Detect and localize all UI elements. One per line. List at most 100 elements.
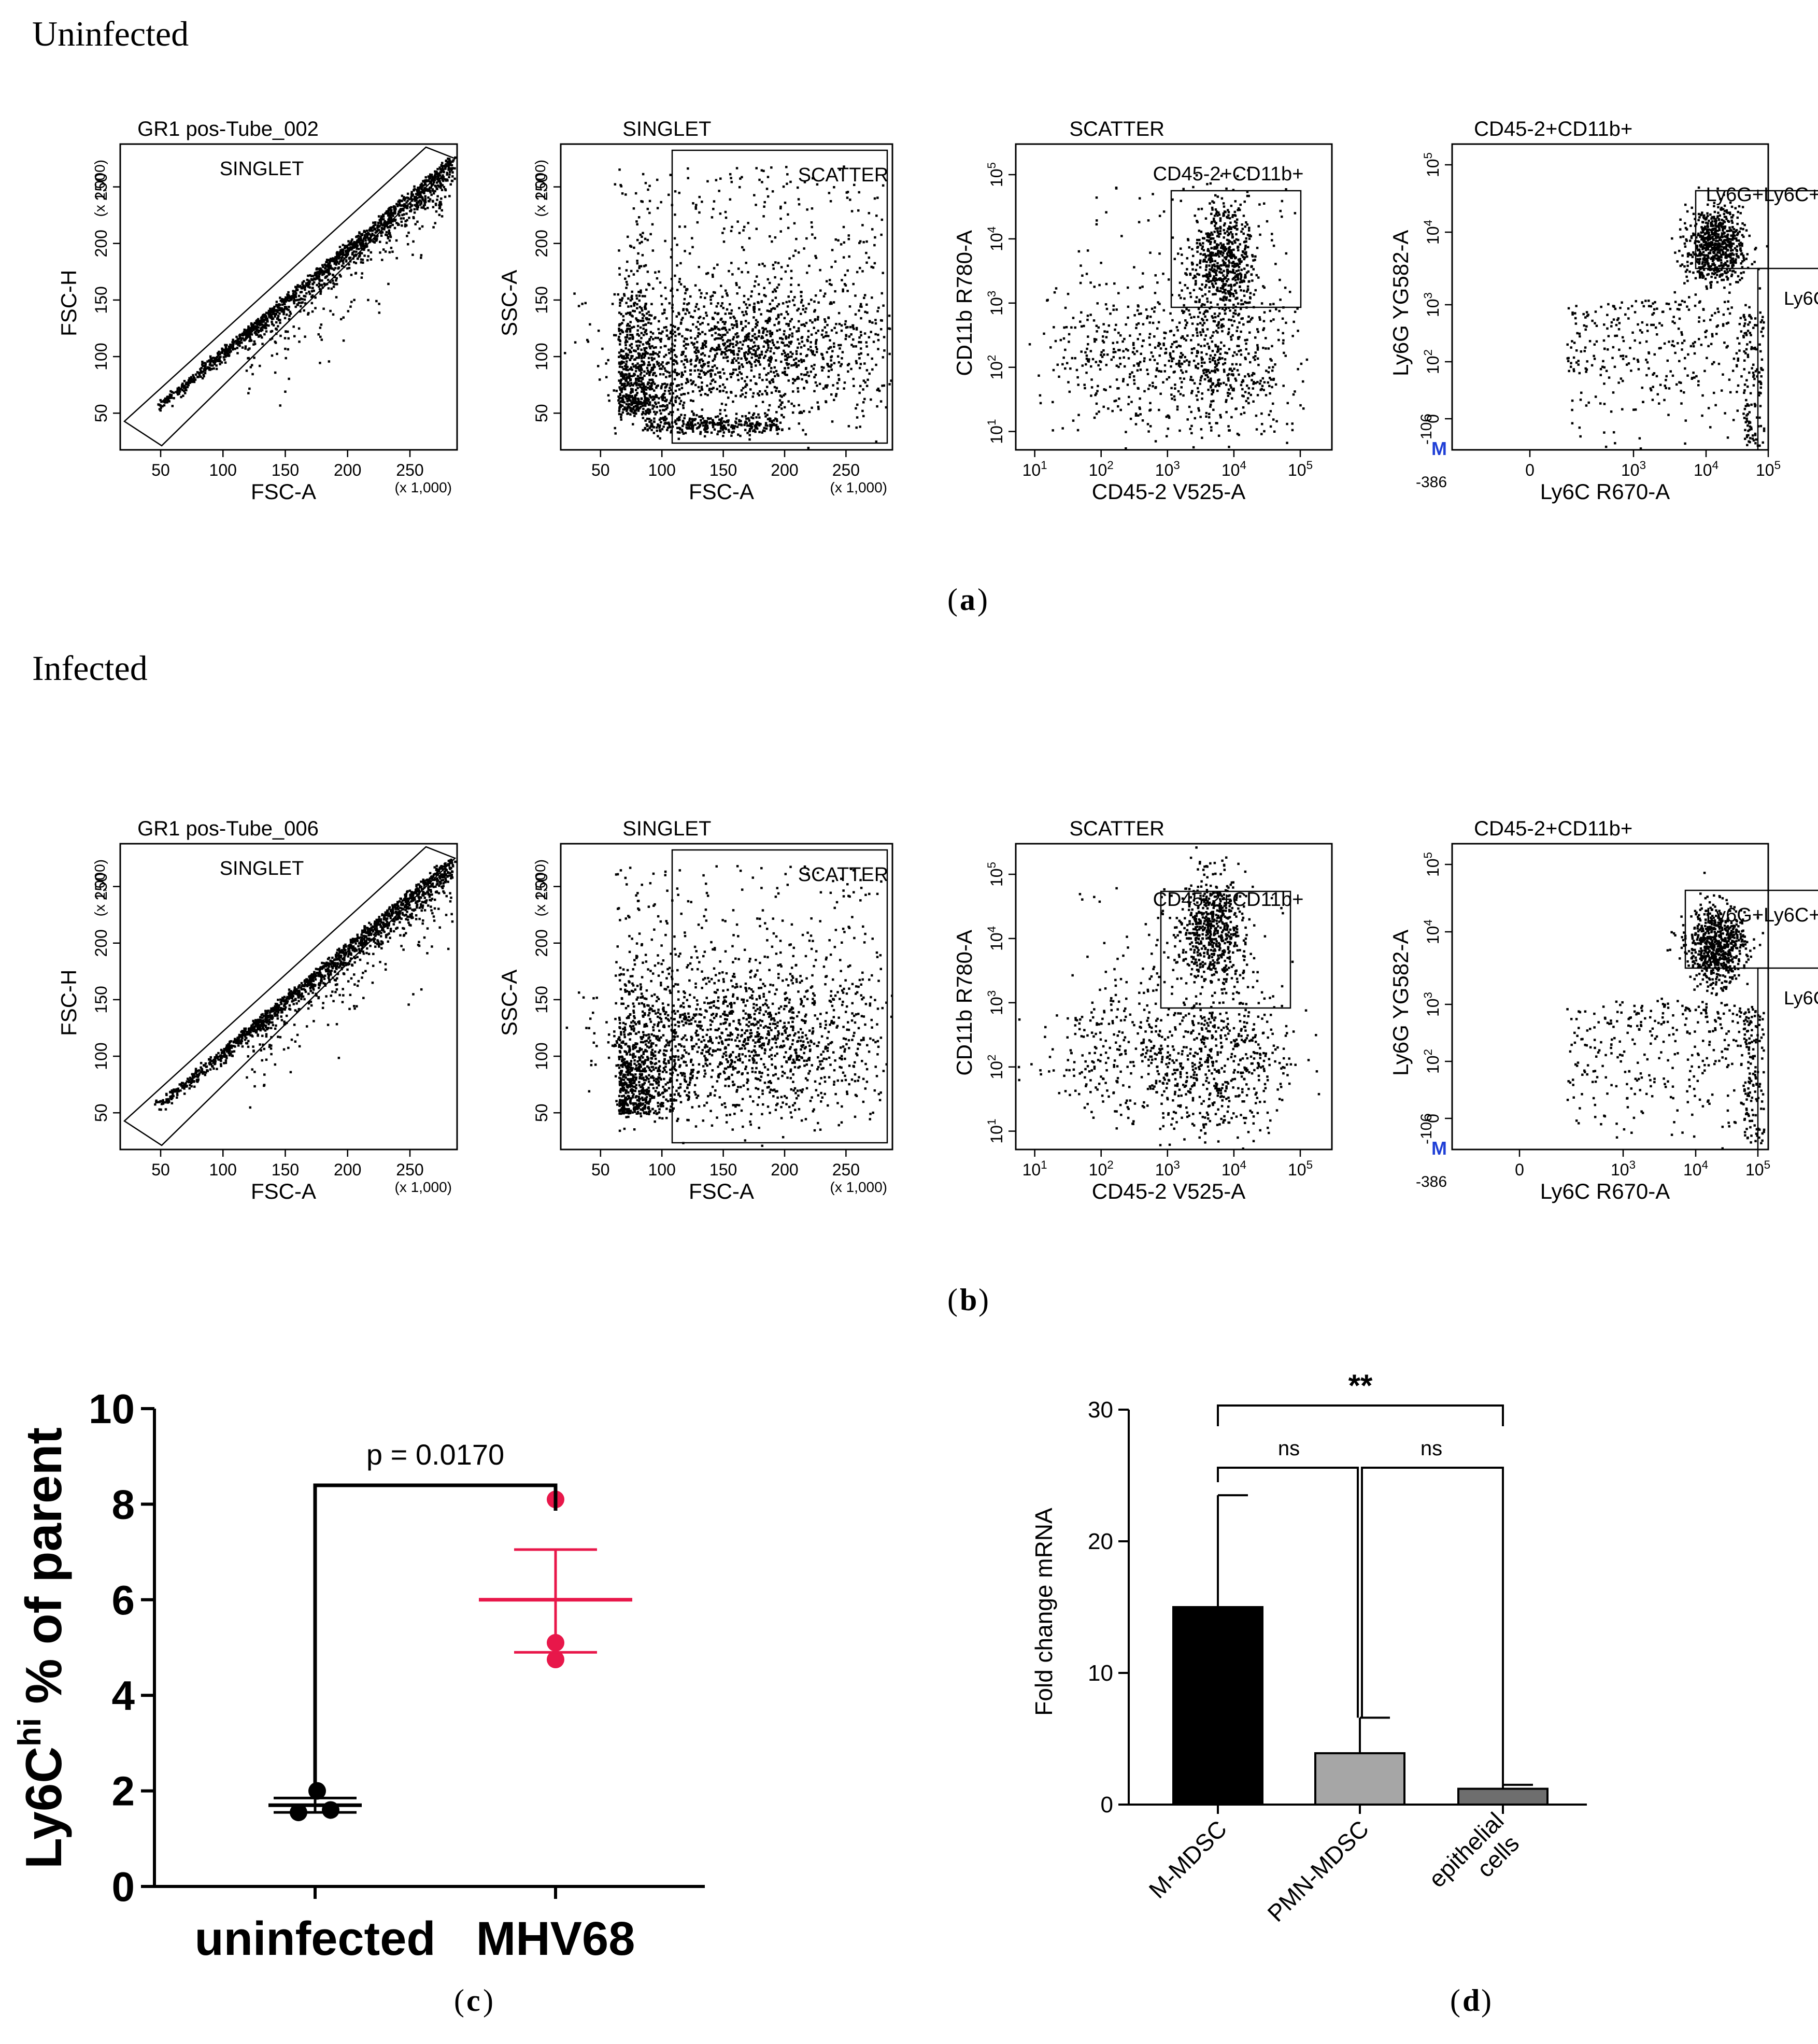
flow-events [154,858,457,1111]
x-multiplier: (x 1,000) [395,1179,452,1195]
cd45-cd11b-gate [1170,190,1302,308]
x-tick-label: 100 [648,461,676,479]
x-neg-label: -386 [1416,474,1447,491]
x-tick-label: 102 [1089,459,1114,479]
d-bracket-label: ns [1421,1437,1442,1460]
marker-label: M [1431,1138,1447,1159]
flow-x-label: FSC-A [689,479,754,504]
x-tick-label: 104 [1222,459,1246,479]
gate-label-ly6chi: Ly6Chi [1784,288,1818,309]
flow-y-label: Ly6G YG582-A [1388,930,1413,1076]
y-tick-label: 105 [985,862,1006,887]
chart-ly6chi-percent: 0 2 4 6 8 10 Ly6Chi % of parent uninfected MHV68… [12,1386,705,1965]
y-tick-label: 105 [1422,852,1442,877]
y-tick-label: 102 [1422,349,1442,374]
y-tick-label: 103 [1422,992,1442,1017]
infected-section-label: Infected [32,648,148,688]
svg-text:): ) [1481,1983,1492,2018]
x-tick-label: 200 [771,461,798,479]
singlet-gate [123,846,457,1146]
x-multiplier: (x 1,000) [830,479,888,495]
x-tick-label: 250 [832,1160,860,1179]
y-tick-label: 0 [1424,414,1442,423]
flow-axis-ticks: 101 102 103 104 105 101 102 103 104 105 [985,862,1313,1179]
x-tick-label: 103 [1155,1158,1180,1179]
y-tick-label: 200 [92,230,110,257]
flow-plot-title: CD45-2+CD11b+ [1474,118,1632,140]
y-tick-label: 102 [985,355,1006,380]
flow-axis-ticks: 101 102 103 104 105 101 102 103 104 105 [985,162,1313,479]
panel-letter-d: ( d ) [1450,1983,1492,2018]
flow-y-label: CD11b R780-A [952,230,976,376]
flow-axis-ticks: 50 100 150 200 250 50 100 150 200 250 [92,173,424,479]
ly6chi-gate [1757,967,1769,1149]
uninfected-section-label: Uninfected [32,14,189,53]
d-bracket-label: ns [1278,1437,1300,1460]
flow-events [1566,186,1769,450]
gate-label-ly6chi: Ly6Chi [1784,987,1818,1009]
d-bar-2 [1457,1787,1549,1806]
flow-plot-uninfected-4: CD45-2+CD11b+Ly6G+Ly6C+Ly6ChiM-386-10601… [1388,118,1818,504]
gate-label: CD45-2+CD11b+ [1153,163,1304,185]
flow-plot-infected-4: CD45-2+CD11b+Ly6G+Ly6C+Ly6ChiM-386-10601… [1388,817,1818,1203]
y-tick-label: 101 [985,1119,1006,1144]
x-tick-label: 101 [1022,1158,1047,1179]
flow-axis-ticks: 0 103 104 105 0 102 103 104 105 [1422,152,1781,479]
d-bar-0 [1172,1606,1263,1806]
y-tick-label: 250 [532,173,551,201]
svg-text:(: ( [454,1983,464,2018]
svg-text:b: b [960,1283,977,1317]
c-y-tick-label: 6 [112,1577,135,1623]
flow-y-label: Ly6G YG582-A [1388,230,1413,377]
flow-plot-frame [560,143,893,451]
flow-x-label: Ly6C R670-A [1540,479,1670,504]
flow-x-label: FSC-A [689,1179,754,1203]
x-tick-label: 105 [1756,459,1781,479]
svg-text:): ) [978,1283,989,1317]
flow-events [1028,169,1309,450]
x-tick-label: 103 [1155,459,1180,479]
flow-plot-title: SINGLET [622,817,711,840]
x-tick-label: 104 [1694,459,1718,479]
c-y-tick-label: 2 [112,1768,135,1814]
c-x-tick-label: MHV68 [476,1912,635,1965]
x-tick-label: 100 [209,1160,237,1179]
flow-events [563,165,892,449]
flow-axis-ticks: 0 103 104 105 0 102 103 104 105 [1422,852,1770,1179]
y-tick-label: 200 [92,929,110,957]
svg-text:): ) [977,583,988,617]
x-tick-label: 105 [1288,1158,1313,1179]
x-tick-label: 150 [272,1160,299,1179]
flow-plot-infected-1: GR1 pos-Tube_006 SINGLET 50 100 150 200 250 50 1… [56,817,458,1203]
flow-y-label: CD11b R780-A [952,930,976,1076]
y-tick-label: 102 [985,1055,1006,1080]
c-y-tick-label: 0 [112,1864,135,1910]
y-tick-label: 104 [985,226,1006,251]
c-y-label: Ly6Chi % of parent [12,1427,72,1869]
d-y-tick-label: 20 [1088,1529,1113,1554]
x-tick-label: 102 [1089,1158,1114,1179]
x-multiplier: (x 1,000) [830,1179,888,1195]
x-tick-label: 150 [709,1160,737,1179]
x-tick-label: 150 [709,461,737,479]
y-tick-label: 100 [532,343,551,370]
y-tick-label: 0 [1424,1114,1442,1123]
svg-text:d: d [1462,1983,1480,2018]
flow-y-label: SSC-A [497,970,521,1036]
y-tick-label: 100 [92,343,110,370]
d-significance: ns ns ** [1217,1368,1504,1785]
gate-label: CD45-2+CD11b+ [1153,889,1304,911]
svg-text:): ) [483,1983,493,2018]
y-tick-label: 50 [532,404,551,422]
svg-text:(: ( [947,1283,958,1317]
y-tick-label: 105 [985,162,1006,187]
d-bracket-label-star: ** [1348,1368,1373,1403]
flow-plot-title: SINGLET [622,118,711,140]
x-multiplier: (x 1,000) [395,479,452,495]
flow-cytometry-panels: GR1 pos-Tube_002 SINGLET 50 100 150 200 250 50 1… [56,118,1818,1203]
svg-text:c: c [466,1983,480,2018]
gate-label: SCATTER [798,864,889,886]
x-tick-label: 50 [591,461,610,479]
